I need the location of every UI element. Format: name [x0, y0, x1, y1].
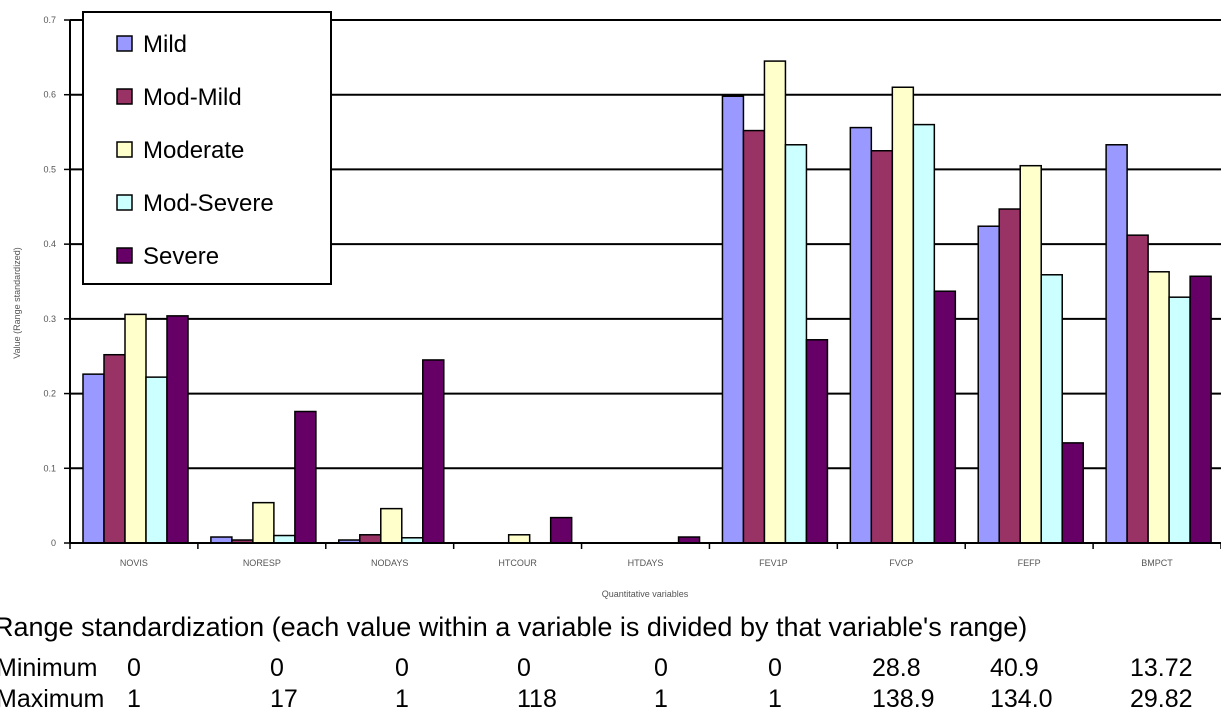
bar-mod-mild-novis	[103, 353, 126, 544]
x-axis-title: Quantitative variables	[602, 589, 689, 599]
stat-value: 28.8	[872, 654, 921, 682]
bar-moderate-novis	[124, 313, 147, 544]
stat-value: 0	[127, 654, 141, 682]
y-tick-label: 0.2	[43, 389, 56, 399]
bar-moderate-noresp	[252, 501, 275, 544]
bar-mod-severe-novis	[145, 376, 168, 544]
bar-severe-novis	[166, 315, 189, 544]
y-axis-title: Value (Range standardized)	[12, 247, 22, 358]
stat-value: 134.0	[990, 685, 1053, 713]
x-tick-label: NOVIS	[120, 558, 148, 568]
legend: Mild Mod-Mild Moderate Mod-Severe Severe	[82, 11, 332, 285]
axes	[64, 19, 1221, 549]
x-tick-label: BMPCT	[1141, 558, 1173, 568]
bar-mod-severe-fefp	[1040, 274, 1063, 544]
stat-value: 0	[517, 654, 531, 682]
y-tick-label: 0.6	[43, 90, 56, 100]
legend-swatch	[116, 141, 133, 158]
bar-moderate-fvcp	[891, 86, 915, 544]
stat-value: 1	[768, 685, 782, 713]
stat-value: 0	[270, 654, 284, 682]
bar-mod-mild-fvcp	[870, 150, 894, 544]
legend-label: Mod-Mild	[143, 84, 242, 111]
bar-severe-nodays	[422, 359, 445, 544]
bar-chart: 0 0.1 0.2 0.3 0.4 0.5 0.6 0.7 NOVIS NORESP NODAYS…	[12, 11, 1221, 599]
x-tick-labels: NOVIS NORESP NODAYS HTCOUR HTDAYS FEV1P FVCP FE…	[120, 558, 1173, 568]
bar-mild-novis	[82, 373, 105, 544]
y-tick-label: 0.1	[43, 463, 56, 473]
bar-severe-noresp	[294, 410, 317, 544]
stat-value: 13.72	[1130, 654, 1193, 682]
y-tick-labels: 0 0.1 0.2 0.3 0.4 0.5 0.6 0.7	[43, 15, 56, 548]
bar-severe-fefp	[1061, 442, 1084, 544]
x-tick-label: HTCOUR	[498, 558, 537, 568]
y-tick-label: 0	[51, 538, 56, 548]
bar-moderate-bmpct	[1147, 271, 1170, 544]
y-tick-label: 0.3	[43, 314, 56, 324]
legend-label: Moderate	[143, 137, 244, 164]
bar-mod-mild-nodays	[359, 534, 382, 544]
legend-label: Mod-Severe	[143, 190, 274, 217]
stat-value: 17	[270, 685, 298, 713]
stat-value: 40.9	[990, 654, 1039, 682]
bar-severe-htcour	[549, 516, 573, 544]
bar-mild-fefp	[977, 225, 1000, 544]
x-tick-label: NORESP	[243, 558, 281, 568]
legend-label: Mild	[143, 31, 187, 58]
legend-label: Severe	[143, 243, 219, 270]
bar-mod-severe-noresp	[273, 534, 296, 544]
stat-value: 138.9	[872, 685, 935, 713]
maximum-row: Maximum 1 17 1 118 1 1 138.9 134.0 29.82	[0, 685, 1221, 717]
bars	[82, 60, 1212, 544]
y-tick-label: 0.5	[43, 164, 56, 174]
maximum-label: Maximum	[0, 685, 105, 713]
x-tick-label: FEFP	[1018, 558, 1041, 568]
x-tick-label: FEV1P	[759, 558, 788, 568]
bar-mod-severe-fvcp	[912, 123, 936, 544]
bar-moderate-fev1p	[763, 60, 787, 544]
bar-mod-mild-fev1p	[742, 129, 766, 544]
y-tick-label: 0.4	[43, 239, 56, 249]
x-tick-label: FVCP	[889, 558, 913, 568]
bar-moderate-nodays	[380, 507, 403, 544]
bar-mild-fvcp	[849, 126, 873, 544]
bar-mild-fev1p	[721, 95, 745, 544]
bar-severe-fvcp	[933, 290, 957, 544]
stat-value: 0	[654, 654, 668, 682]
bar-severe-fev1p	[805, 339, 829, 544]
minimum-label: Minimum	[0, 654, 98, 682]
stat-value: 1	[395, 685, 409, 713]
legend-swatch	[116, 194, 133, 211]
stat-value: 1	[127, 685, 141, 713]
stat-value: 0	[395, 654, 409, 682]
minimum-row: Minimum 0 0 0 0 0 0 28.8 40.9 13.72	[0, 654, 1221, 686]
bar-mod-severe-bmpct	[1168, 296, 1191, 544]
bar-mod-mild-bmpct	[1126, 234, 1149, 544]
legend-swatch	[116, 35, 133, 52]
bar-moderate-fefp	[1019, 164, 1042, 544]
legend-swatch	[116, 88, 133, 105]
legend-swatch	[116, 247, 133, 264]
x-tick-label: HTDAYS	[628, 558, 664, 568]
y-tick-label: 0.7	[43, 15, 56, 25]
stat-value: 1	[654, 685, 668, 713]
bar-severe-bmpct	[1189, 275, 1212, 544]
bar-mod-severe-fev1p	[784, 144, 808, 544]
bar-mild-bmpct	[1105, 144, 1128, 544]
bar-moderate-htcour	[507, 534, 531, 544]
x-tick-label: NODAYS	[371, 558, 408, 568]
stat-value: 29.82	[1130, 685, 1193, 713]
stat-value: 0	[768, 654, 782, 682]
stat-value: 118	[517, 685, 557, 713]
bar-mod-mild-fefp	[998, 208, 1021, 544]
caption: Range standardization (each value within…	[0, 612, 1028, 642]
